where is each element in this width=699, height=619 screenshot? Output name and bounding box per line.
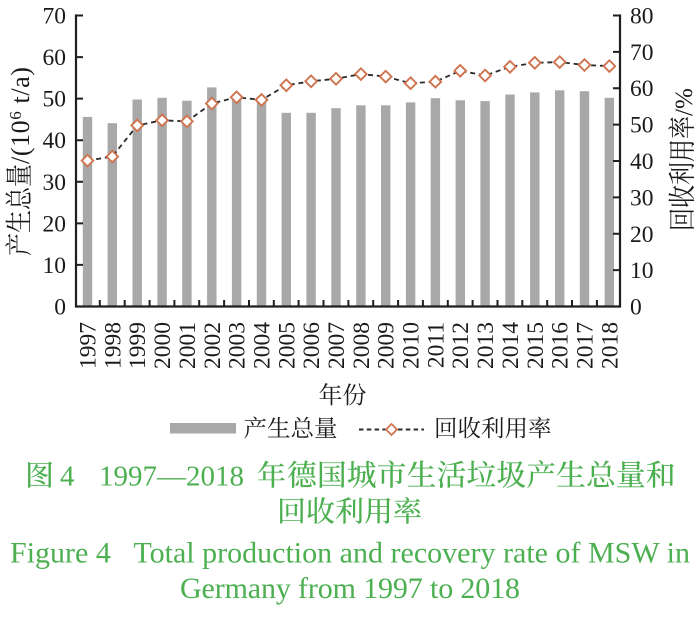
svg-text:1998: 1998 (100, 322, 126, 369)
svg-text:2000: 2000 (150, 322, 176, 369)
svg-text:2016: 2016 (548, 322, 574, 369)
svg-text:20: 20 (43, 211, 67, 237)
svg-text:1997: 1997 (76, 322, 102, 369)
svg-text:2001: 2001 (175, 322, 201, 369)
svg-text:2013: 2013 (473, 322, 499, 369)
svg-text:2002: 2002 (200, 322, 226, 369)
svg-text:40: 40 (43, 128, 67, 154)
svg-text:60: 60 (43, 45, 67, 71)
svg-text:10: 10 (630, 258, 654, 284)
svg-text:Germany from 1997 to 2018: Germany from 1997 to 2018 (180, 572, 520, 605)
svg-text:2014: 2014 (498, 322, 524, 369)
svg-text:20: 20 (630, 222, 654, 248)
svg-text:2003: 2003 (225, 322, 251, 369)
svg-text:2004: 2004 (250, 322, 276, 369)
svg-text:10: 10 (43, 253, 67, 279)
svg-text:2007: 2007 (324, 322, 350, 369)
svg-text:2017: 2017 (573, 322, 599, 369)
svg-text:2010: 2010 (399, 322, 425, 369)
svg-text:2015: 2015 (523, 322, 549, 369)
svg-text:Figure 4 Total production an: Figure 4 Total production and recovery r… (10, 537, 690, 570)
svg-text:0: 0 (54, 295, 66, 321)
svg-text:1999: 1999 (125, 322, 151, 369)
svg-text:2008: 2008 (349, 322, 375, 369)
svg-text:0: 0 (630, 295, 642, 321)
svg-text:2006: 2006 (299, 322, 325, 369)
svg-text:50: 50 (630, 113, 654, 139)
svg-text:4: 4 (60, 461, 75, 493)
svg-text:70: 70 (630, 40, 654, 66)
svg-text:2005: 2005 (274, 322, 300, 369)
svg-text:2012: 2012 (448, 322, 474, 369)
svg-text:2009: 2009 (374, 322, 400, 369)
svg-text:80: 80 (630, 4, 654, 30)
svg-text:/%: /% (671, 88, 698, 116)
svg-text:60: 60 (630, 76, 654, 102)
svg-text:70: 70 (43, 4, 67, 30)
svg-text:2018: 2018 (597, 322, 623, 369)
svg-text:2011: 2011 (423, 322, 449, 368)
svg-text:1997—2018: 1997—2018 (99, 461, 244, 493)
svg-text:30: 30 (43, 170, 67, 196)
svg-text:50: 50 (43, 87, 67, 113)
svg-text:40: 40 (630, 149, 654, 175)
svg-text:30: 30 (630, 185, 654, 211)
